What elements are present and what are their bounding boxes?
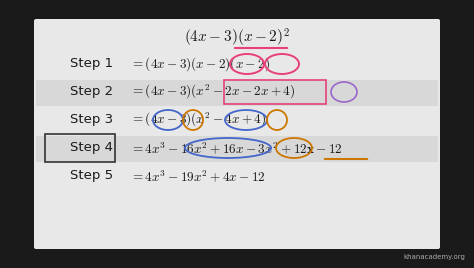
Text: $(4x-3)(x-2)^2$: $(4x-3)(x-2)^2$ (184, 27, 290, 49)
Text: Step 4: Step 4 (70, 142, 113, 154)
Text: $= (4x-3)(x^2-2x-2x+4)$: $= (4x-3)(x^2-2x-2x+4)$ (130, 83, 295, 101)
Text: $= 4x^3-19x^2+4x-12$: $= 4x^3-19x^2+4x-12$ (130, 168, 265, 184)
Bar (36, 80, 438, 106)
Text: $= 4x^3-16x^2+16x-3x^2+\mathbf{12x-12}$: $= 4x^3-16x^2+16x-3x^2+\mathbf{12x-12}$ (130, 140, 343, 156)
Text: Step 3: Step 3 (70, 114, 113, 126)
Text: Step 1: Step 1 (70, 58, 113, 70)
Text: khanacademy.org: khanacademy.org (403, 254, 465, 260)
Text: $= (4x-3)(x^2-4x+4)$: $= (4x-3)(x^2-4x+4)$ (130, 111, 266, 129)
Text: Step 5: Step 5 (70, 169, 113, 183)
Text: Step 2: Step 2 (70, 85, 113, 99)
Text: $= (4x-3)(x-2)(x-2)$: $= (4x-3)(x-2)(x-2)$ (130, 55, 270, 73)
FancyBboxPatch shape (34, 19, 440, 249)
Bar (36, 136, 438, 162)
